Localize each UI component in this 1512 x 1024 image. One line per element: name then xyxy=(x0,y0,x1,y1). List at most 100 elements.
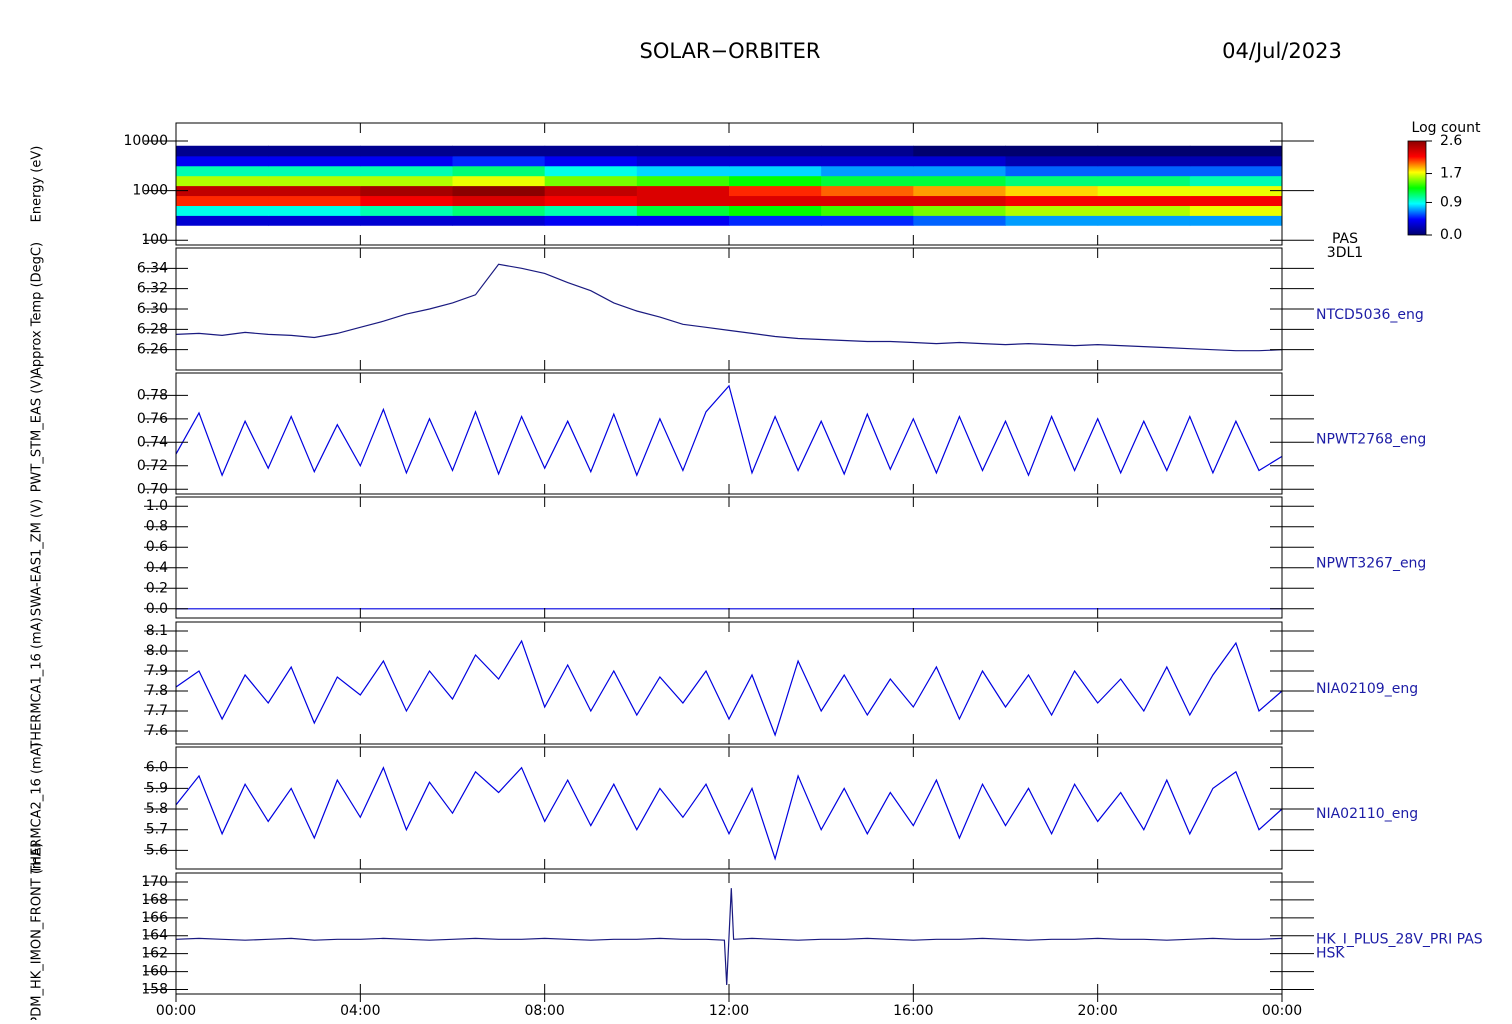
heatmap-cell xyxy=(544,195,638,207)
panel-label: NIA02110_eng xyxy=(1316,806,1418,822)
y-axis-label: THERMCA2_16 (mA) xyxy=(30,742,45,874)
heatmap-cell xyxy=(636,165,730,177)
line xyxy=(175,766,1283,861)
panel xyxy=(175,372,1283,495)
heatmap-cell xyxy=(821,215,914,226)
heatmap-cell xyxy=(360,155,453,167)
heatmap-cell xyxy=(452,215,546,226)
heatmap-cell xyxy=(913,145,1006,157)
heatmap-cell xyxy=(1189,205,1283,216)
heatmap-cell xyxy=(360,175,453,187)
heatmap-cell xyxy=(1097,175,1191,187)
heatmap-cell xyxy=(1189,165,1283,177)
heatmap-cell xyxy=(821,195,914,207)
panel-label: HSK xyxy=(1316,946,1345,962)
heatmap-cell xyxy=(268,165,361,177)
panel xyxy=(175,122,1283,246)
date: 04/Jul/2023 xyxy=(1222,39,1342,63)
heatmap-cell xyxy=(544,165,638,177)
colorbar-tick-label: 1.7 xyxy=(1440,166,1462,182)
heatmap-cell xyxy=(1097,145,1191,157)
heatmap-cell xyxy=(636,195,730,207)
panel xyxy=(175,621,1283,745)
heatmap-cell xyxy=(729,205,822,216)
heatmap-cell xyxy=(636,145,730,157)
heatmap-cell xyxy=(729,165,822,177)
heatmap-cell xyxy=(1005,205,1099,216)
colorbar xyxy=(1407,140,1427,236)
heatmap-cell xyxy=(176,195,269,207)
heatmap-cell xyxy=(636,155,730,167)
heatmap-cell xyxy=(913,215,1006,226)
heatmap-cell xyxy=(452,165,546,177)
heatmap-cell xyxy=(1097,155,1191,167)
heatmap-cell xyxy=(729,185,822,197)
heatmap-cell xyxy=(821,155,914,167)
y-axis-label: Energy (eV) xyxy=(30,146,45,223)
x-tick-label: 08:00 xyxy=(524,1003,564,1019)
heatmap-cell xyxy=(268,195,361,207)
panel xyxy=(175,746,1283,870)
heatmap-cell xyxy=(268,185,361,197)
title: SOLAR−ORBITER xyxy=(639,39,820,63)
heatmap-cell xyxy=(1097,195,1191,207)
heatmap-cell xyxy=(729,175,822,187)
heatmap-cell xyxy=(452,205,546,216)
heatmap-cell xyxy=(1189,175,1283,187)
heatmap-cell xyxy=(360,145,453,157)
heatmap-cell xyxy=(1189,215,1283,226)
heatmap-cell xyxy=(821,165,914,177)
panel xyxy=(175,496,1283,619)
heatmap-cell xyxy=(360,195,453,207)
heatmap-cell xyxy=(268,205,361,216)
heatmap-cell xyxy=(176,175,269,187)
panel-label: NTCD5036_eng xyxy=(1316,307,1424,323)
x-tick-label: 00:00 xyxy=(1262,1003,1302,1019)
panel-label: NPWT2768_eng xyxy=(1316,432,1426,448)
panel-label: PAS xyxy=(1332,231,1358,247)
heatmap-cell xyxy=(1189,185,1283,197)
x-tick-label: 20:00 xyxy=(1077,1003,1117,1019)
heatmap-cell xyxy=(636,215,730,226)
heatmap-cell xyxy=(1005,215,1099,226)
x-tick-label: 04:00 xyxy=(340,1003,380,1019)
heatmap-cell xyxy=(636,205,730,216)
heatmap-cell xyxy=(821,205,914,216)
heatmap-cell xyxy=(452,185,546,197)
heatmap-cell xyxy=(1097,185,1191,197)
panel-frame xyxy=(175,247,1283,371)
x-tick-label: 12:00 xyxy=(709,1003,749,1019)
heatmap-cell xyxy=(913,205,1006,216)
heatmap-cell xyxy=(268,175,361,187)
heatmap-cell xyxy=(636,185,730,197)
heatmap-cell xyxy=(176,145,269,157)
heatmap-cell xyxy=(360,185,453,197)
heatmap-cell xyxy=(729,145,822,157)
heatmap-cell xyxy=(1005,155,1099,167)
y-axis-label: THERMCA1_16 (mA) xyxy=(30,617,45,749)
heatmap-cell xyxy=(1005,145,1099,157)
heatmap-cell xyxy=(544,185,638,197)
y-axis-label: Approx Temp (DegC) xyxy=(30,242,45,376)
panel-frame xyxy=(175,746,1283,870)
heatmap-cell xyxy=(913,155,1006,167)
panel-label: NPWT3267_eng xyxy=(1316,556,1426,572)
heatmap-cell xyxy=(360,215,453,226)
heatmap-cell xyxy=(176,215,269,226)
heatmap-cell xyxy=(1005,175,1099,187)
heatmap-cell xyxy=(913,195,1006,207)
x-tick-label: 00:00 xyxy=(156,1003,196,1019)
panel-label: 3DL1 xyxy=(1327,245,1363,261)
heatmap-cell xyxy=(1097,165,1191,177)
heatmap-cell xyxy=(1005,195,1099,207)
heatmap-cell xyxy=(913,175,1006,187)
heatmap-cell xyxy=(544,205,638,216)
heatmap-cell xyxy=(1005,165,1099,177)
heatmap-cell xyxy=(544,175,638,187)
heatmap-cell xyxy=(729,195,822,207)
heatmap-cell xyxy=(821,175,914,187)
heatmap-cell xyxy=(452,175,546,187)
panel-label: HK_I_PLUS_28V_PRI PAS xyxy=(1316,932,1483,948)
heatmap-cell xyxy=(176,205,269,216)
